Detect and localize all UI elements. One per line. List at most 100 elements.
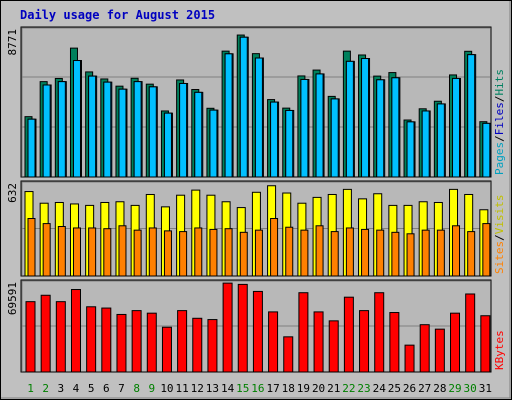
bar-sites bbox=[300, 229, 309, 277]
bar-kbytes bbox=[374, 292, 385, 373]
panel-middle: 632 Sites/Visits bbox=[6, 180, 506, 277]
day-label: 20 bbox=[312, 382, 325, 395]
day-label: 2 bbox=[42, 382, 49, 395]
bar-sites bbox=[209, 228, 218, 277]
bar-kbytes bbox=[207, 319, 218, 373]
bar-kbytes bbox=[116, 313, 127, 373]
bar-kbytes bbox=[40, 294, 51, 373]
bar-pages bbox=[467, 54, 476, 178]
bar-kbytes bbox=[434, 328, 445, 373]
bar-kbytes bbox=[86, 306, 97, 373]
bar-pages bbox=[118, 88, 127, 178]
bar-pages bbox=[42, 84, 51, 178]
bar-pages bbox=[391, 77, 400, 178]
bar-pages bbox=[179, 82, 188, 178]
legend-entry: / bbox=[493, 96, 506, 103]
day-label: 16 bbox=[251, 382, 264, 395]
bar-sites bbox=[361, 228, 370, 277]
bar-pages bbox=[57, 81, 66, 178]
bar-kbytes bbox=[222, 282, 233, 373]
bar-sites bbox=[42, 223, 51, 277]
bar-pages bbox=[163, 112, 172, 178]
bar-sites bbox=[421, 229, 430, 277]
bar-kbytes bbox=[328, 320, 339, 373]
bar-pages bbox=[436, 103, 445, 178]
bar-pages bbox=[361, 58, 370, 178]
legend-entry: / bbox=[493, 234, 506, 241]
day-label: 1 bbox=[27, 382, 34, 395]
bar-sites bbox=[406, 233, 415, 277]
y-axis-max-label: 8771 bbox=[6, 29, 19, 56]
day-label: 17 bbox=[266, 382, 279, 395]
day-label: 21 bbox=[327, 382, 340, 395]
bar-pages bbox=[421, 110, 430, 178]
day-label: 13 bbox=[206, 382, 219, 395]
legend: KBytes bbox=[493, 330, 506, 370]
bar-sites bbox=[194, 227, 203, 277]
bar-kbytes bbox=[268, 311, 279, 373]
day-label: 26 bbox=[403, 382, 416, 395]
legend: Sites/Visits bbox=[493, 195, 506, 275]
bar-sites bbox=[103, 228, 112, 277]
bar-sites bbox=[133, 229, 142, 277]
bar-kbytes bbox=[161, 326, 172, 373]
day-label: 24 bbox=[373, 382, 387, 395]
bar-pages bbox=[315, 73, 324, 178]
bar-kbytes bbox=[359, 310, 370, 373]
day-label: 22 bbox=[342, 382, 355, 395]
bar-pages bbox=[209, 109, 218, 178]
bar-sites bbox=[224, 228, 233, 277]
bar-sites bbox=[436, 229, 445, 277]
bar-kbytes bbox=[389, 312, 400, 373]
day-label: 14 bbox=[221, 382, 235, 395]
bar-kbytes bbox=[25, 301, 36, 373]
bar-sites bbox=[88, 227, 97, 277]
bar-kbytes bbox=[313, 311, 324, 373]
legend-entry: Pages bbox=[493, 142, 506, 175]
bar-pages bbox=[224, 53, 233, 178]
bar-pages bbox=[376, 79, 385, 178]
legend-entry: Sites bbox=[493, 241, 506, 274]
day-label: 28 bbox=[433, 382, 446, 395]
day-label: 19 bbox=[297, 382, 310, 395]
bar-sites bbox=[27, 218, 36, 277]
bar-sites bbox=[163, 230, 172, 277]
day-label: 5 bbox=[88, 382, 95, 395]
day-label: 11 bbox=[175, 382, 188, 395]
bar-kbytes bbox=[131, 310, 142, 373]
bar-pages bbox=[300, 78, 309, 178]
bar-kbytes bbox=[419, 324, 430, 373]
panel-top: 8771 Pages/Files/Hits bbox=[6, 26, 506, 178]
bar-sites bbox=[254, 229, 263, 277]
bar-kbytes bbox=[55, 301, 66, 373]
y-axis-max-label: 69591 bbox=[6, 282, 19, 315]
day-label: 3 bbox=[58, 382, 65, 395]
bar-kbytes bbox=[192, 317, 203, 373]
bar-kbytes bbox=[177, 310, 188, 373]
x-axis-day-labels: 1 2 3 4 5 6 7 8 9 10 11 12 13 14 15 16 17 18 19 20 21 22 23 24 2… bbox=[27, 382, 492, 395]
bar-sites bbox=[345, 227, 354, 277]
bar-pages bbox=[72, 60, 81, 178]
day-label: 4 bbox=[73, 382, 80, 395]
bar-sites bbox=[179, 231, 188, 277]
panel-bottom: 69591 KBytes bbox=[6, 279, 506, 373]
legend: Pages/Files/Hits bbox=[493, 69, 506, 175]
day-label: 8 bbox=[133, 382, 140, 395]
bar-pages bbox=[330, 98, 339, 178]
bar-pages bbox=[103, 81, 112, 178]
bar-kbytes bbox=[465, 293, 476, 373]
bar-pages bbox=[452, 77, 461, 178]
bar-sites bbox=[118, 225, 127, 277]
day-label: 25 bbox=[388, 382, 401, 395]
bar-pages bbox=[285, 109, 294, 178]
bar-kbytes bbox=[480, 315, 491, 373]
bar-sites bbox=[330, 231, 339, 277]
bar-sites bbox=[148, 227, 157, 277]
bar-sites bbox=[391, 231, 400, 277]
day-label: 31 bbox=[479, 382, 492, 395]
legend-entry: / bbox=[493, 135, 506, 142]
bar-pages bbox=[133, 81, 142, 178]
day-label: 27 bbox=[418, 382, 431, 395]
